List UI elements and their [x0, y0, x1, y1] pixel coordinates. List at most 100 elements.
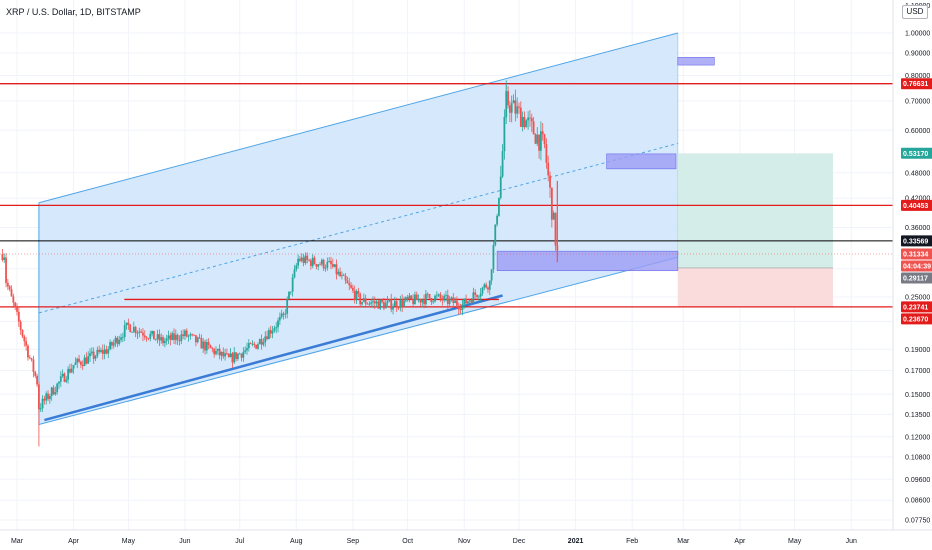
candle [236, 352, 239, 361]
candle-body [384, 303, 387, 309]
candle-body [280, 313, 283, 318]
candle-body [216, 348, 219, 351]
candle [231, 351, 234, 368]
currency-button[interactable]: USD [902, 5, 928, 19]
y-tick-label: 0.48000 [905, 170, 930, 177]
candle [326, 257, 329, 271]
candle [414, 291, 416, 305]
candle [393, 296, 396, 307]
candle-body [333, 264, 336, 267]
candle [54, 386, 57, 396]
candle [337, 268, 340, 276]
candle [477, 295, 480, 301]
candle [5, 253, 7, 288]
candle-body [477, 296, 480, 298]
candle [494, 224, 497, 247]
candle-body [101, 350, 104, 354]
candle [479, 287, 482, 302]
candle-body [393, 301, 396, 307]
candle-body [61, 373, 64, 377]
candle-body [41, 398, 44, 409]
price-badge-bg [901, 248, 932, 260]
candle [335, 259, 338, 280]
demand-zone [496, 250, 679, 272]
candle-body [328, 260, 331, 262]
candle [142, 328, 144, 342]
candle-body [519, 107, 522, 127]
candle-body [132, 327, 135, 332]
candle-body [302, 257, 305, 264]
candle-body [351, 287, 354, 291]
candle-body [23, 336, 26, 342]
candle [79, 360, 82, 369]
candle [384, 298, 387, 309]
candle [116, 336, 119, 348]
candle [328, 257, 331, 263]
candle-body [428, 294, 431, 299]
candle-body [472, 292, 475, 303]
candle [216, 348, 219, 355]
candle-body [315, 264, 318, 267]
candle [445, 290, 447, 302]
candle-body [370, 302, 373, 304]
candle [375, 299, 378, 307]
candle-body [490, 269, 493, 281]
candle-body [306, 255, 309, 260]
candle-body [222, 351, 225, 357]
candle-body [552, 212, 555, 220]
candle-body [138, 331, 141, 333]
candle [293, 264, 296, 279]
candle-body [523, 117, 526, 128]
candle-body [50, 387, 53, 396]
candle-body [291, 277, 294, 292]
candle [361, 301, 363, 308]
candle-body [435, 295, 438, 297]
candle [220, 351, 223, 361]
candle [278, 312, 281, 325]
candle-body [118, 339, 121, 345]
candle-body [229, 353, 232, 358]
candle-body [69, 368, 71, 373]
candle-body [423, 299, 425, 305]
candle-body [224, 353, 227, 357]
candle-body [299, 258, 301, 261]
candle-body [386, 301, 389, 304]
candle [399, 295, 402, 312]
candle-body [78, 358, 80, 362]
candle [257, 342, 259, 350]
candle-body [410, 295, 413, 299]
x-tick-label: Sep [347, 538, 360, 545]
y-tick-label: 0.10800 [905, 454, 930, 461]
candle-body [59, 376, 62, 382]
candle-body [12, 296, 15, 303]
candle-body [127, 322, 130, 325]
candle-body [27, 345, 29, 358]
candle-body [96, 349, 99, 357]
candle-body [311, 257, 314, 267]
candle-body [419, 299, 422, 303]
candle [364, 294, 367, 307]
candle [510, 95, 513, 123]
candle [207, 338, 210, 350]
candle [501, 144, 504, 179]
price-badge-countdown: 04:04:39 [901, 260, 932, 272]
candle-body [521, 117, 524, 127]
price-badge-bg [901, 78, 932, 90]
candle [151, 330, 153, 337]
candle [344, 272, 347, 285]
candle [324, 264, 327, 272]
candle [547, 155, 550, 182]
candle-body [456, 300, 458, 306]
candle [428, 294, 431, 299]
candle [21, 329, 24, 339]
price-badge-level: 0.23741 [901, 301, 932, 313]
y-tick-label: 0.36000 [905, 225, 930, 232]
candle [271, 326, 274, 339]
candle-body [5, 257, 7, 283]
candle-body [185, 330, 188, 337]
candle [244, 346, 247, 355]
candle [450, 296, 453, 302]
candle [437, 293, 440, 298]
candle [109, 339, 111, 351]
